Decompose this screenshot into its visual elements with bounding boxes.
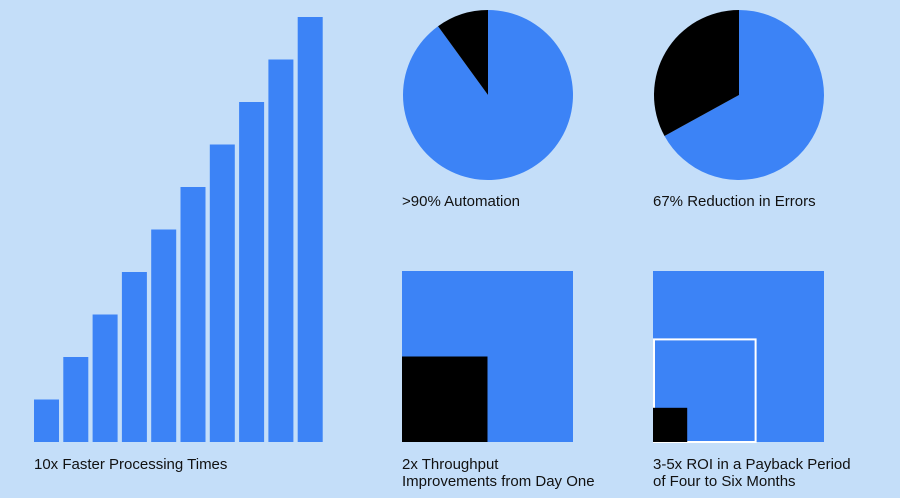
caption-roi: 3-5x ROI in a Payback Period of Four to … [653, 456, 851, 490]
bar-10 [297, 17, 323, 442]
caption-throughput: 2x Throughput Improvements from Day One [402, 456, 595, 490]
bar-4 [121, 272, 147, 442]
pie-slice-remainder [653, 10, 739, 136]
bar-1 [34, 399, 59, 442]
pie-chart-errors [653, 10, 824, 180]
bar-8 [239, 102, 265, 442]
bar-5 [151, 229, 177, 442]
caption-throughput-line-2: Improvements from Day One [402, 473, 595, 490]
bar-chart [34, 17, 323, 442]
pie-slice-primary [402, 10, 573, 180]
caption-automation: >90% Automation [402, 193, 521, 210]
pie-slice-primary [664, 10, 824, 180]
pie-slice-remainder [438, 10, 488, 95]
square-3x [653, 338, 757, 443]
bar-6 [180, 187, 206, 442]
square-chart-throughput [402, 271, 573, 442]
bar-7 [209, 144, 235, 442]
bar-9 [268, 59, 294, 442]
square-chart-roi [653, 271, 824, 443]
caption-roi-line-2: of Four to Six Months [653, 473, 796, 490]
square-1x [653, 407, 688, 442]
caption-processing-times: 10x Faster Processing Times [34, 456, 228, 473]
caption-roi-line-1: 3-5x ROI in a Payback Period [653, 456, 851, 473]
square-1x [402, 356, 488, 442]
pie-chart-automation [402, 10, 573, 180]
bar-3 [92, 314, 118, 442]
bar-2 [63, 357, 89, 442]
caption-throughput-line-1: 2x Throughput [402, 456, 499, 473]
caption-error-reduction: 67% Reduction in Errors [653, 193, 816, 210]
